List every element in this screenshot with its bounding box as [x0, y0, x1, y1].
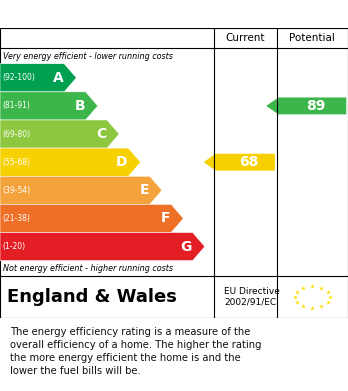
Text: F: F: [161, 212, 171, 226]
Text: B: B: [74, 99, 85, 113]
Text: (39-54): (39-54): [3, 186, 31, 195]
Text: D: D: [116, 155, 128, 169]
Text: Energy Efficiency Rating: Energy Efficiency Rating: [69, 7, 279, 22]
Text: EU Directive
2002/91/EC: EU Directive 2002/91/EC: [224, 287, 280, 307]
Text: A: A: [53, 71, 63, 85]
Text: G: G: [181, 240, 192, 253]
Text: (1-20): (1-20): [3, 242, 26, 251]
Text: (69-80): (69-80): [3, 129, 31, 138]
Polygon shape: [0, 148, 141, 176]
Polygon shape: [0, 64, 76, 92]
Polygon shape: [0, 92, 98, 120]
Text: 68: 68: [239, 155, 259, 169]
Polygon shape: [266, 97, 346, 114]
Text: Very energy efficient - lower running costs: Very energy efficient - lower running co…: [3, 52, 173, 61]
Text: Current: Current: [226, 33, 265, 43]
Text: 89: 89: [306, 99, 325, 113]
Text: E: E: [140, 183, 149, 197]
Text: Not energy efficient - higher running costs: Not energy efficient - higher running co…: [3, 264, 174, 273]
Polygon shape: [0, 233, 205, 261]
Polygon shape: [0, 120, 119, 148]
Polygon shape: [0, 176, 162, 204]
Text: (92-100): (92-100): [3, 73, 35, 82]
Text: (21-38): (21-38): [3, 214, 31, 223]
Text: (81-91): (81-91): [3, 101, 31, 110]
Text: Potential: Potential: [290, 33, 335, 43]
Text: England & Wales: England & Wales: [7, 288, 177, 306]
Polygon shape: [204, 154, 275, 170]
Polygon shape: [0, 204, 183, 233]
Text: C: C: [96, 127, 106, 141]
Text: The energy efficiency rating is a measure of the
overall efficiency of a home. T: The energy efficiency rating is a measur…: [10, 327, 262, 377]
Text: (55-68): (55-68): [3, 158, 31, 167]
